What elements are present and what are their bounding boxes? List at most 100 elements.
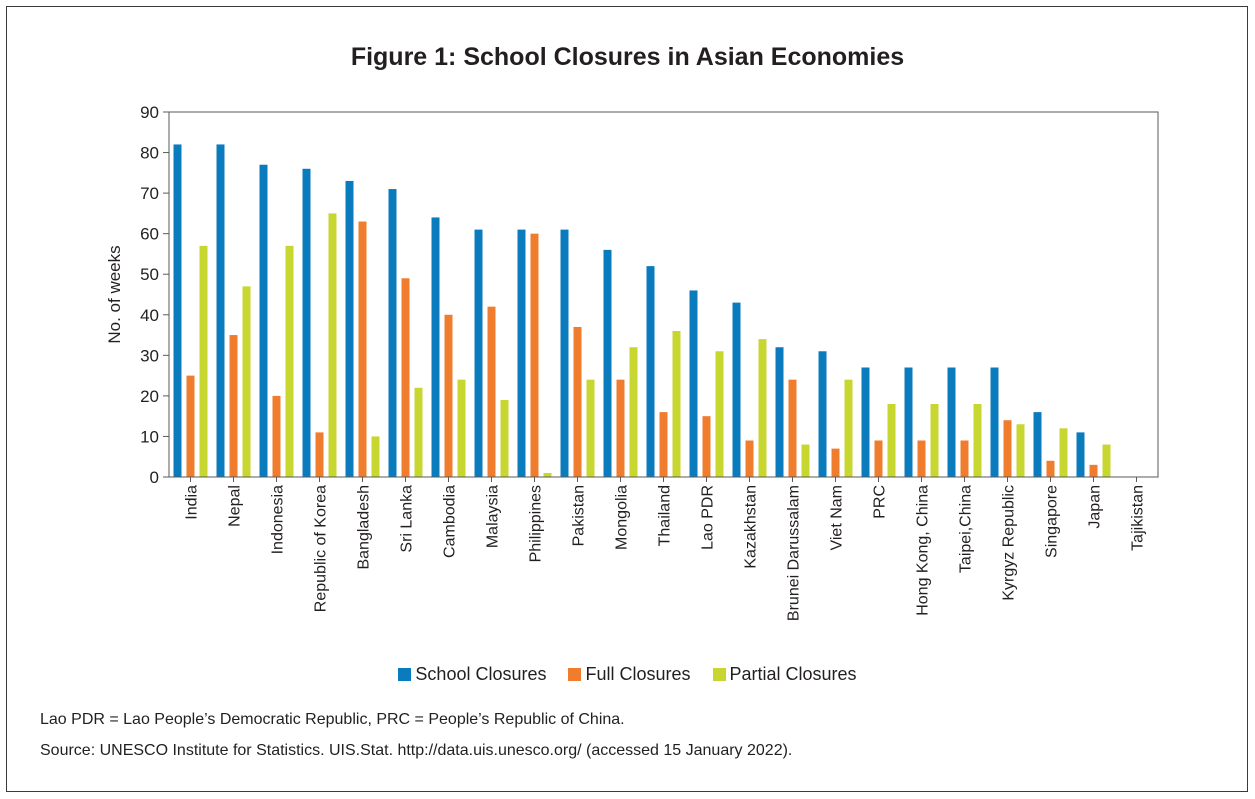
legend-item-school-closures: School Closures	[398, 664, 546, 685]
bar-partial-closures-malaysia	[500, 399, 509, 477]
bar-school-closures-pakistan	[560, 229, 569, 477]
bar-partial-closures-republic-of-korea	[328, 213, 337, 477]
bar-full-closures-india	[186, 375, 195, 477]
bar-school-closures-brunei-darussalam	[775, 347, 784, 477]
y-tick-label: 40	[140, 306, 159, 325]
bar-full-closures-hong-kong-china	[917, 440, 926, 477]
x-tick-label-bangladesh: Bangladesh	[356, 485, 373, 570]
y-axis-title: No. of weeks	[105, 245, 124, 343]
bar-full-closures-kyrgyz-republic	[1003, 420, 1012, 477]
bar-school-closures-nepal	[216, 144, 225, 477]
x-tick-label-viet-nam: Viet Nam	[829, 485, 846, 551]
x-tick-label-kyrgyz-republic: Kyrgyz Republic	[1001, 485, 1018, 601]
bar-school-closures-bangladesh	[345, 180, 354, 477]
abbreviations-note: Lao PDR = Lao People’s Democratic Republ…	[40, 711, 625, 728]
x-tick-label-mongolia: Mongolia	[614, 485, 631, 550]
legend-label-school-closures: School Closures	[415, 664, 547, 684]
bar-school-closures-kyrgyz-republic	[990, 367, 999, 477]
legend-label-full-closures: Full Closures	[585, 664, 691, 684]
bar-full-closures-thailand	[659, 412, 668, 477]
bar-full-closures-indonesia	[272, 395, 281, 477]
legend-item-partial-closures: Partial Closures	[712, 664, 857, 685]
bar-school-closures-taipei-china	[947, 367, 956, 477]
bar-school-closures-sri-lanka	[388, 189, 397, 478]
y-tick-label: 70	[140, 184, 159, 203]
bar-full-closures-lao-pdr	[702, 416, 711, 477]
bar-school-closures-japan	[1076, 432, 1085, 477]
legend-swatch-full-closures	[568, 668, 582, 681]
figure-frame	[6, 6, 1248, 792]
bar-partial-closures-thailand	[672, 331, 681, 477]
bar-full-closures-bangladesh	[358, 221, 367, 477]
x-tick-label-cambodia: Cambodia	[442, 485, 459, 558]
x-tick-label-taipei-china: Taipei,China	[958, 485, 975, 573]
bar-school-closures-india	[173, 144, 182, 477]
x-tick-label-brunei-darussalam: Brunei Darussalam	[786, 485, 803, 621]
x-tick-label-republic-of-korea: Republic of Korea	[313, 485, 330, 612]
bar-full-closures-sri-lanka	[401, 278, 410, 477]
bar-partial-closures-brunei-darussalam	[801, 444, 810, 477]
legend-item-full-closures: Full Closures	[568, 664, 691, 685]
x-tick-label-malaysia: Malaysia	[485, 485, 502, 548]
bar-full-closures-taipei-china	[960, 440, 969, 477]
x-tick-label-singapore: Singapore	[1044, 485, 1061, 558]
bar-partial-closures-bangladesh	[371, 436, 380, 477]
bar-partial-closures-pakistan	[586, 379, 595, 477]
bar-school-closures-philippines	[517, 229, 526, 477]
bar-full-closures-pakistan	[573, 326, 582, 477]
y-tick-label: 10	[140, 427, 159, 446]
x-axis-labels: India Nepal Indonesia Republic of Korea Bang…	[184, 477, 1147, 621]
y-tick-label: 0	[150, 468, 159, 487]
bars-group	[173, 144, 1111, 478]
source-note: Source: UNESCO Institute for Statistics.…	[40, 742, 793, 759]
bar-school-closures-indonesia	[259, 164, 268, 477]
x-tick-label-prc: PRC	[872, 485, 889, 519]
x-tick-label-japan: Japan	[1087, 485, 1104, 529]
bar-partial-closures-prc	[887, 404, 896, 477]
bar-full-closures-brunei-darussalam	[788, 379, 797, 477]
bar-full-closures-japan	[1089, 464, 1098, 477]
bar-partial-closures-nepal	[242, 286, 251, 477]
bar-partial-closures-taipei-china	[973, 404, 982, 477]
bar-school-closures-republic-of-korea	[302, 168, 311, 477]
bar-partial-closures-sri-lanka	[414, 387, 423, 477]
chart-title: Figure 1: School Closures in Asian Econo…	[350, 43, 905, 71]
bar-partial-closures-mongolia	[629, 347, 638, 477]
bar-partial-closures-singapore	[1059, 428, 1068, 477]
bar-partial-closures-kyrgyz-republic	[1016, 424, 1025, 477]
bar-full-closures-viet-nam	[831, 448, 840, 477]
x-tick-label-lao-pdr: Lao PDR	[700, 485, 717, 550]
bar-school-closures-malaysia	[474, 229, 483, 477]
x-tick-label-thailand: Thailand	[657, 485, 674, 546]
bar-partial-closures-indonesia	[285, 245, 294, 477]
bar-partial-closures-kazakhstan	[758, 339, 767, 477]
y-tick-label: 60	[140, 225, 159, 244]
bar-school-closures-singapore	[1033, 412, 1042, 477]
y-tick-label: 50	[140, 265, 159, 284]
legend: School Closures Full Closures Partial Cl…	[0, 664, 1255, 685]
x-tick-label-nepal: Nepal	[227, 485, 244, 527]
bar-partial-closures-lao-pdr	[715, 351, 724, 477]
bar-full-closures-mongolia	[616, 379, 625, 477]
x-tick-label-sri-lanka: Sri Lanka	[399, 485, 416, 553]
bar-full-closures-cambodia	[444, 314, 453, 477]
bar-full-closures-nepal	[229, 335, 238, 477]
bar-partial-closures-philippines	[543, 472, 552, 477]
legend-swatch-school-closures	[398, 668, 412, 681]
bar-partial-closures-viet-nam	[844, 379, 853, 477]
bar-school-closures-cambodia	[431, 217, 440, 477]
y-tick-label: 90	[140, 103, 159, 122]
plot-area-frame	[168, 111, 1159, 478]
x-tick-label-indonesia: Indonesia	[270, 485, 287, 554]
x-tick-label-pakistan: Pakistan	[571, 485, 588, 546]
bar-partial-closures-cambodia	[457, 379, 466, 477]
bar-full-closures-kazakhstan	[745, 440, 754, 477]
bar-school-closures-prc	[861, 367, 870, 477]
x-tick-label-hong-kong-china: Hong Kong, China	[915, 485, 932, 616]
bar-school-closures-mongolia	[603, 249, 612, 477]
x-tick-label-philippines: Philippines	[528, 485, 545, 562]
y-axis-ticks: 0 10 20 30 40 50 60 70 80 90	[140, 103, 169, 487]
x-tick-label-india: India	[184, 485, 201, 520]
bar-full-closures-republic-of-korea	[315, 432, 324, 477]
bar-partial-closures-hong-kong-china	[930, 404, 939, 477]
